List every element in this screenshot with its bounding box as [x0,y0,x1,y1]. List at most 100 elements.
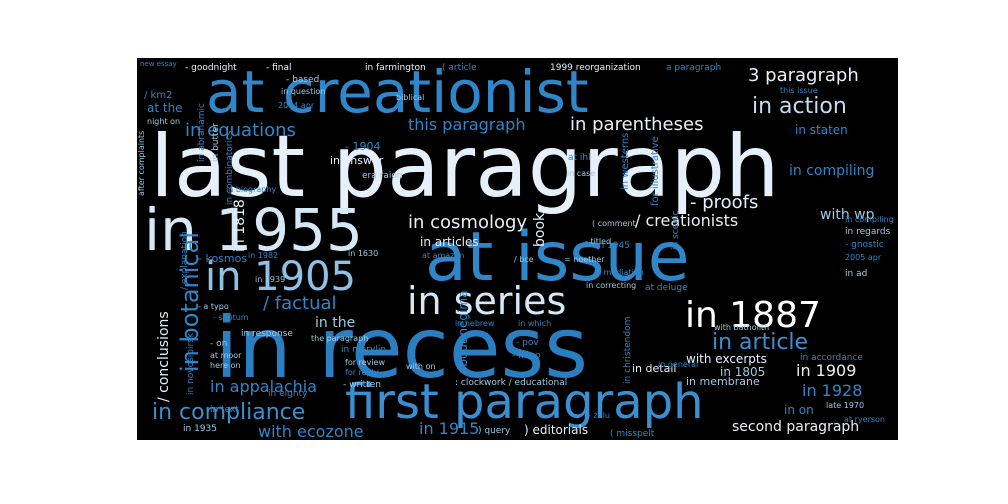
word: at ryerson [844,415,885,424]
word: - goodnight [185,63,237,73]
word: - final [266,63,292,73]
word: - a typo [198,302,229,311]
word: in compliance [152,400,305,425]
word: in 1928 [802,381,862,400]
word: in the [315,315,355,331]
word: in ad [845,269,867,279]
word: ) query [478,426,511,436]
word: a paragraph [666,63,721,73]
word: : clockwork / educational [455,378,567,388]
word: with batholith [714,323,769,332]
word: in marylin [341,345,386,355]
word: - proofs [690,192,758,213]
word: with wp [820,207,875,223]
word: about negima [456,291,470,374]
word: in compiling [845,215,894,224]
word: in recess [215,299,588,397]
word: in response [241,329,293,339]
word: in eighty [268,389,308,399]
word: in 1805 [720,365,765,379]
word: - kosmos [198,252,247,265]
word: - based [286,75,319,85]
word: for illustrative [650,136,661,206]
word: in 1955 [144,196,363,264]
word: late 1970 [826,401,864,410]
word: at mediation [593,268,644,277]
word: in compiling [789,163,874,179]
word: in westerns [620,133,631,190]
word: for reply [345,368,379,377]
word: in parentheses [570,114,703,135]
word: - zulu [588,411,610,420]
word: in cosmology [408,212,527,233]
word: in hebrew [455,319,495,328]
word: in 1935 [183,424,217,434]
word: in 1915 [419,419,479,438]
word: in staten [795,123,848,137]
word: - gnostic [845,240,884,250]
word: in accordance [800,353,863,363]
word: in scenic [671,211,681,250]
word: in 1818 [232,199,248,252]
word: in series [407,279,566,323]
word: in general [658,360,698,369]
word: 2004 apr [278,101,315,110]
word: - pov [516,338,539,348]
word: in 1905 [205,254,356,300]
word: night on [147,117,180,126]
word: for review [345,358,385,367]
word: - finno [512,351,541,361]
word: with excerpts [686,352,767,366]
word: in action [752,94,847,119]
word: ( comment [592,219,636,228]
word: / factual [263,293,337,314]
word: ( misspelt [610,429,655,439]
word: in 1945 [596,241,630,251]
word: ( article [442,63,477,73]
word: era raion [362,171,403,181]
word: in 1887 [685,295,821,336]
word: in botanical [176,232,204,372]
word: in case [567,169,595,178]
word: in text [210,405,239,415]
word: in appalachia [210,377,317,396]
word: = noether [564,255,605,264]
word: at ihl [568,153,591,163]
word: in biography [226,185,276,194]
word: at moor [210,351,242,360]
word: in which [518,319,551,328]
word: new essay [140,60,177,68]
word: in butter [211,123,221,162]
word: the paragraph [311,334,368,343]
word: in on [784,403,814,417]
word: book [532,212,548,247]
word: - on [210,339,227,349]
word: at creationist [206,58,589,126]
word: in articles [420,235,479,249]
word: ) editorials [524,423,588,437]
word: here on [210,361,241,370]
word: in abrahamic [197,103,207,162]
word: in detail [632,362,676,375]
word: at the [147,101,183,115]
word: in combinatorics [225,130,235,205]
word: after complaints [137,131,146,196]
word-cloud-background [137,58,898,440]
word: / bce [514,255,534,264]
word: this paragraph [408,115,525,134]
word: / km2 [144,90,172,101]
word: - titled [585,237,611,246]
word: in christendom [623,317,633,384]
word: 3 paragraph [748,65,859,86]
word: with on [406,362,435,371]
word: - septum [213,313,249,322]
word: 1999 reorganization [550,63,641,73]
word: at issue [425,218,690,297]
word: in correcting [586,281,636,290]
word: 2005 apr [845,253,882,262]
word: / explanation [180,231,190,290]
word: this issue [780,86,818,95]
word: in answer [330,154,384,167]
word: at amazon [422,251,464,260]
